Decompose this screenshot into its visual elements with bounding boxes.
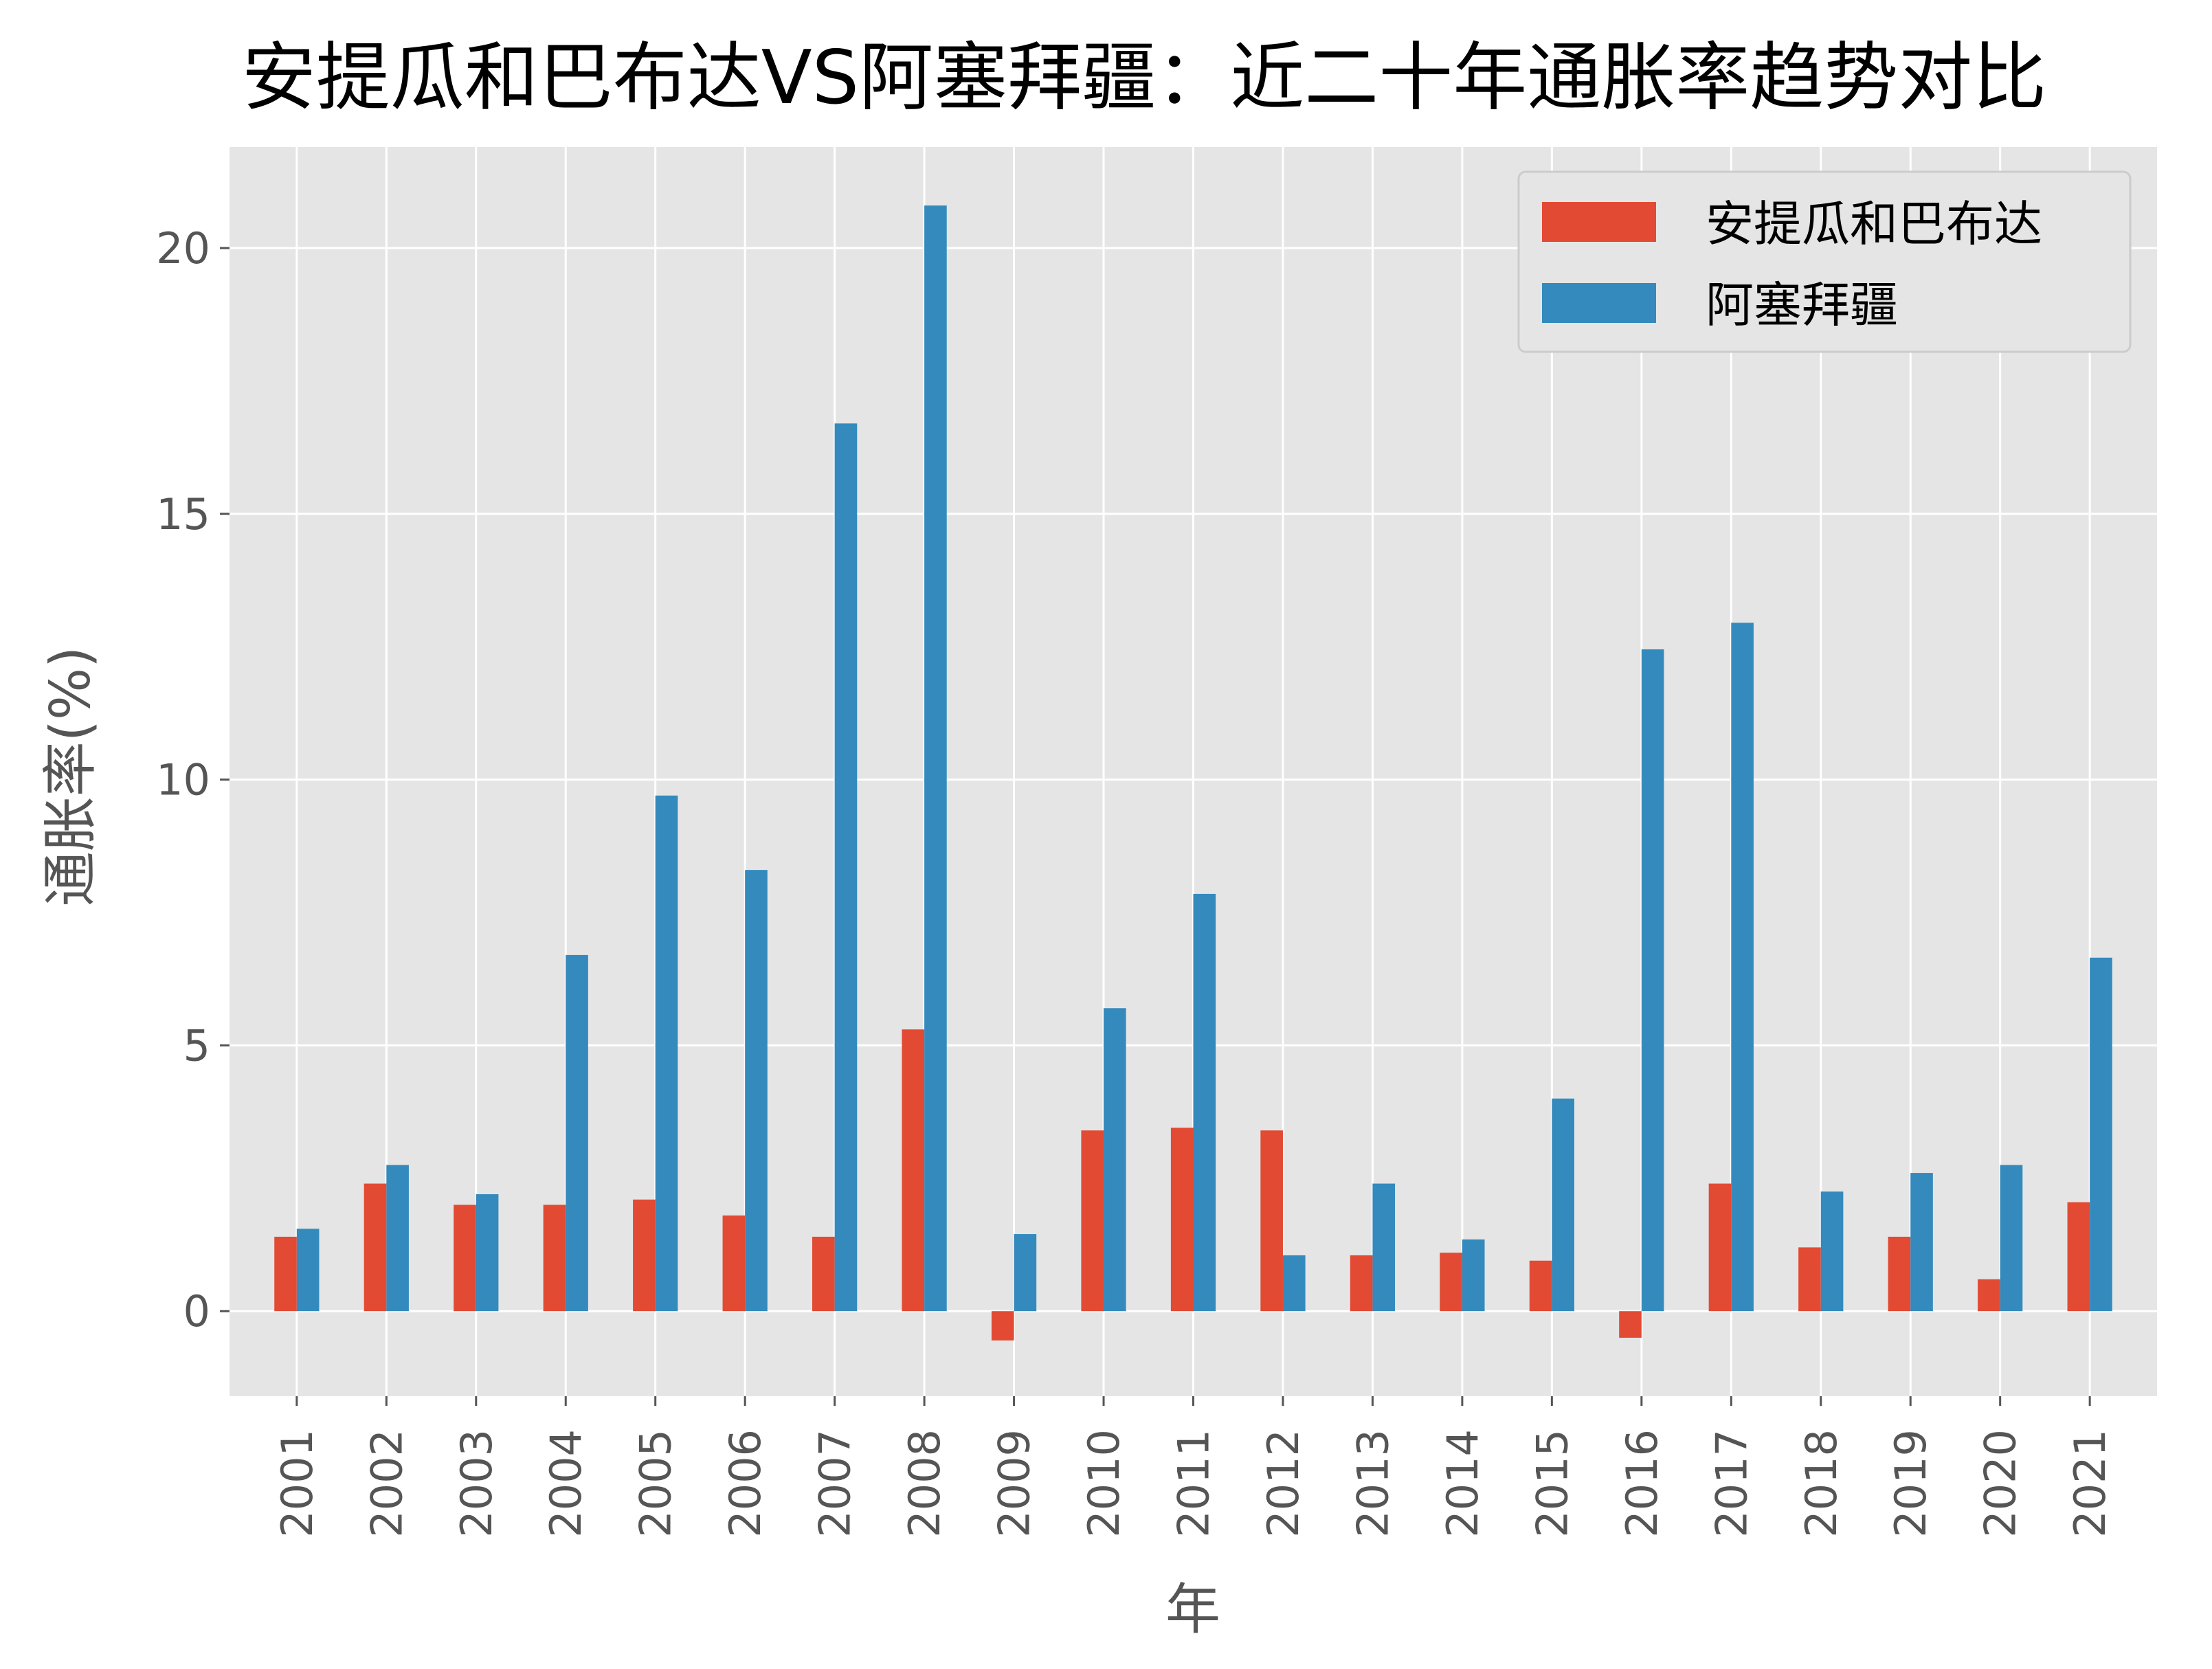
x-axis-label: 年 — [1165, 1578, 1220, 1642]
y-tick-label: 15 — [156, 489, 210, 539]
legend: 安提瓜和巴布达 阿塞拜疆 — [1517, 170, 2132, 353]
bar-azerbaijan-2006 — [745, 870, 768, 1312]
bar-azerbaijan-2019 — [1910, 1173, 1933, 1312]
bar-antigua-2002 — [364, 1183, 387, 1312]
chart-title: 安提瓜和巴布达VS阿塞拜疆：近二十年通胀率趋势对比 — [242, 35, 2046, 121]
bar-antigua-2009 — [991, 1311, 1014, 1341]
x-tick-label: 2010 — [1079, 1429, 1129, 1538]
x-tick-label: 2012 — [1258, 1429, 1308, 1538]
legend-label-antigua: 安提瓜和巴布达 — [1706, 196, 2042, 252]
y-tick-label: 0 — [183, 1286, 210, 1336]
x-tick-label: 2018 — [1796, 1429, 1846, 1538]
y-tick-label: 10 — [156, 755, 210, 805]
bar-azerbaijan-2014 — [1462, 1239, 1485, 1312]
legend-swatch-azerbaijan — [1542, 283, 1656, 323]
x-tick-label: 2019 — [1886, 1429, 1936, 1538]
bar-azerbaijan-2010 — [1104, 1008, 1126, 1312]
bar-antigua-2001 — [274, 1236, 297, 1312]
bar-antigua-2006 — [722, 1215, 746, 1312]
bar-antigua-2005 — [633, 1199, 656, 1312]
x-tick-label: 2015 — [1527, 1429, 1577, 1538]
x-tick-label: 2009 — [990, 1429, 1040, 1538]
bar-azerbaijan-2017 — [1731, 623, 1754, 1312]
bar-antigua-2018 — [1798, 1247, 1821, 1312]
x-tick-label: 2007 — [810, 1429, 860, 1538]
bar-antigua-2004 — [543, 1205, 566, 1312]
bar-antigua-2014 — [1440, 1253, 1462, 1312]
x-tick-label: 2014 — [1438, 1429, 1488, 1538]
y-tick-label: 5 — [183, 1020, 210, 1071]
x-tick-label: 2004 — [541, 1429, 591, 1538]
bar-antigua-2015 — [1529, 1260, 1552, 1312]
bar-azerbaijan-2002 — [386, 1165, 409, 1312]
y-tick-label: 20 — [156, 223, 210, 273]
bar-azerbaijan-2018 — [1820, 1191, 1844, 1312]
bar-antigua-2017 — [1708, 1183, 1732, 1312]
bar-antigua-2013 — [1350, 1255, 1373, 1312]
bar-azerbaijan-2003 — [476, 1194, 499, 1312]
x-tick-label: 2005 — [631, 1429, 681, 1538]
bar-antigua-2012 — [1260, 1130, 1283, 1312]
bar-azerbaijan-2005 — [655, 795, 678, 1312]
bar-azerbaijan-2004 — [566, 954, 588, 1312]
bar-antigua-2020 — [1978, 1279, 2000, 1312]
x-tick-label: 2002 — [361, 1429, 412, 1538]
bar-antigua-2010 — [1081, 1130, 1104, 1312]
bar-azerbaijan-2001 — [296, 1229, 320, 1312]
x-tick-label: 2006 — [720, 1429, 770, 1538]
y-axis-label: 通胀率(%) — [38, 647, 102, 906]
bar-antigua-2007 — [812, 1236, 835, 1312]
legend-swatch-antigua — [1542, 202, 1656, 242]
x-tick-label: 2001 — [272, 1429, 322, 1538]
bar-antigua-2003 — [454, 1205, 476, 1312]
x-tick-label: 2013 — [1348, 1429, 1398, 1538]
x-tick-label: 2017 — [1706, 1429, 1756, 1538]
bar-azerbaijan-2011 — [1193, 893, 1216, 1312]
bar-azerbaijan-2008 — [924, 205, 947, 1312]
x-tick-label: 2008 — [900, 1429, 950, 1538]
x-tick-label: 2016 — [1617, 1429, 1667, 1538]
legend-box — [1517, 170, 2132, 353]
bar-azerbaijan-2015 — [1552, 1098, 1574, 1312]
bar-antigua-2021 — [2067, 1202, 2090, 1312]
bar-azerbaijan-2009 — [1014, 1234, 1037, 1312]
x-tick-label: 2011 — [1169, 1429, 1219, 1538]
bar-azerbaijan-2013 — [1372, 1183, 1396, 1312]
axis-ticks: 0 5 10 15 20 2001 2002 2003 2004 2005 2006 2007 2008… — [156, 223, 2115, 1538]
bar-azerbaijan-2007 — [834, 423, 858, 1312]
bar-antigua-2011 — [1170, 1128, 1194, 1312]
bar-antigua-2019 — [1888, 1236, 1911, 1312]
legend-label-azerbaijan: 阿塞拜疆 — [1706, 277, 1898, 333]
bar-azerbaijan-2016 — [1641, 649, 1664, 1312]
bars — [274, 205, 2112, 1341]
bar-antigua-2016 — [1619, 1311, 1642, 1338]
bar-antigua-2008 — [902, 1029, 925, 1312]
bar-azerbaijan-2021 — [2090, 957, 2112, 1312]
x-tick-label: 2003 — [451, 1429, 502, 1538]
bar-azerbaijan-2012 — [1282, 1255, 1306, 1312]
x-tick-label: 2020 — [1976, 1429, 2026, 1538]
x-tick-label: 2021 — [2065, 1429, 2115, 1538]
bar-azerbaijan-2020 — [2000, 1165, 2023, 1312]
